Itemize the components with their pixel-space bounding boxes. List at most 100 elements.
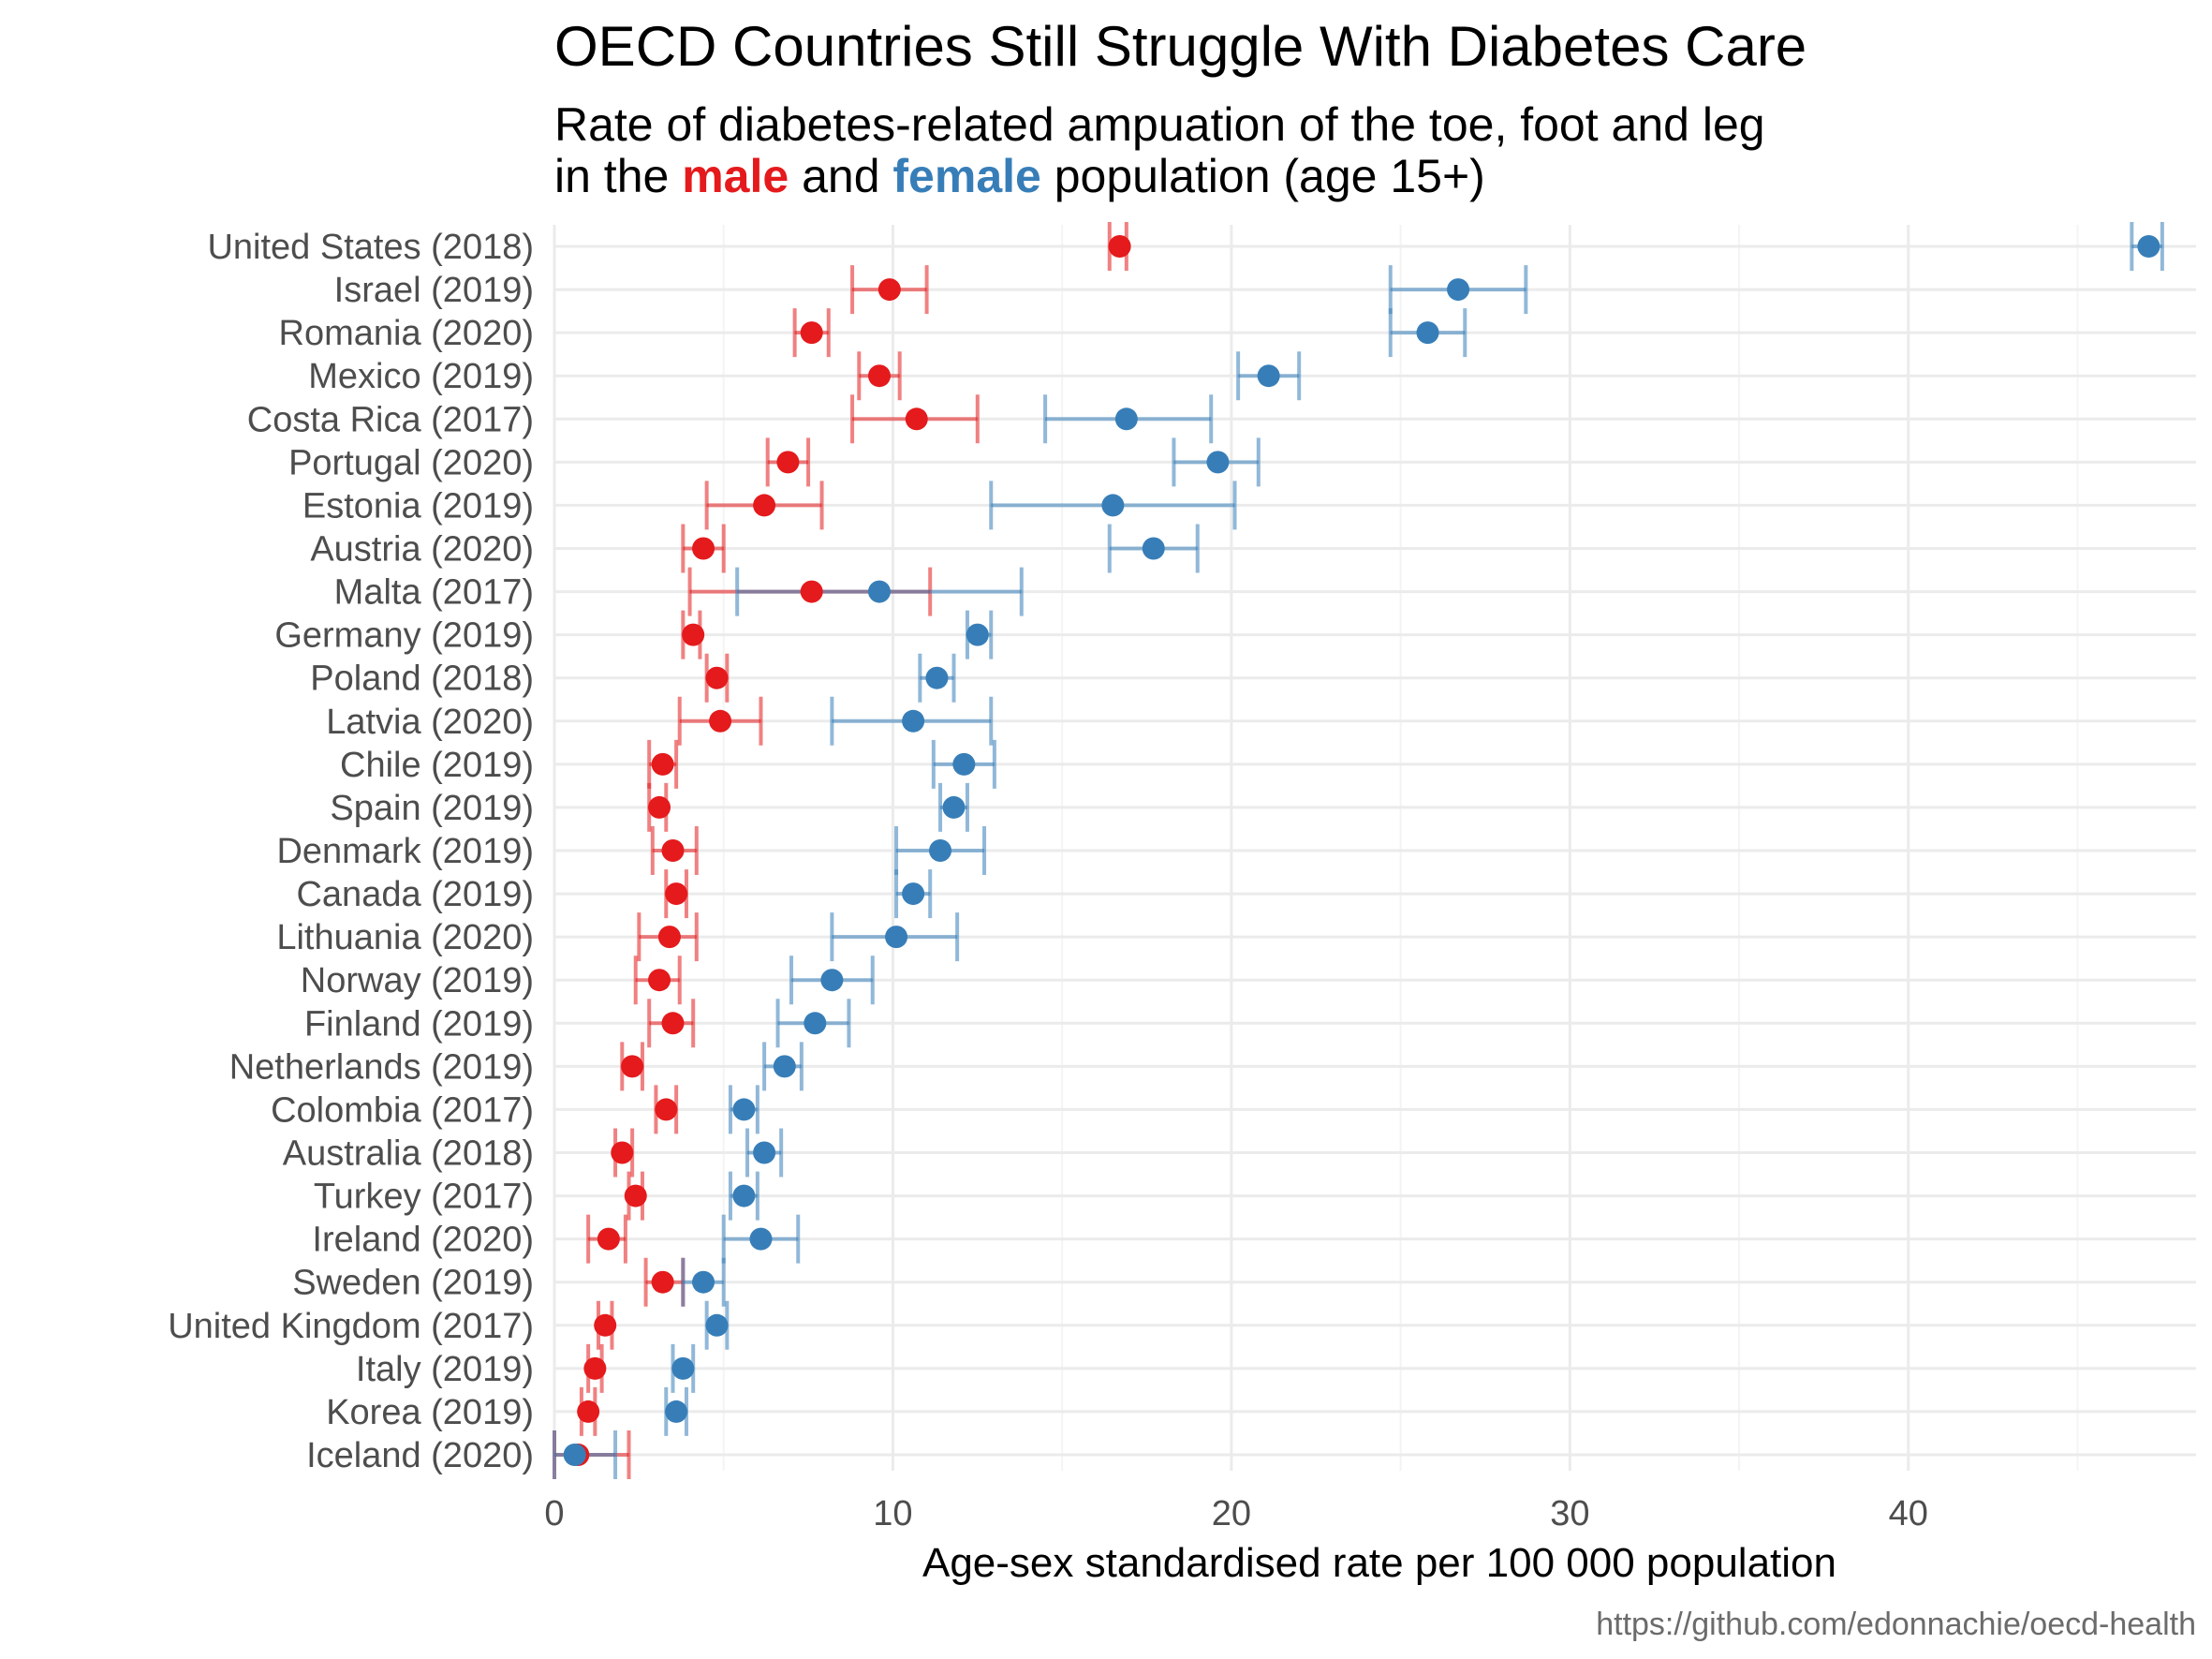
male-point	[624, 1184, 647, 1207]
y-category-label: Lithuania (2020)	[276, 918, 534, 957]
male-point	[657, 926, 681, 949]
x-tick-label: 20	[1212, 1494, 1251, 1533]
male-point	[709, 709, 732, 733]
male-point	[655, 1098, 678, 1121]
male-point	[621, 1055, 644, 1078]
y-category-label: Chile (2019)	[340, 746, 534, 785]
x-tick-label: 0	[544, 1494, 564, 1533]
female-point	[665, 1400, 688, 1423]
x-tick-label: 40	[1889, 1494, 1928, 1533]
y-category-label: Iceland (2020)	[306, 1436, 534, 1475]
y-category-label: Colombia (2017)	[271, 1090, 534, 1130]
chart-subtitle-line2: in the male and female population (age 1…	[554, 150, 1485, 202]
y-category-label: Korea (2019)	[326, 1393, 534, 1432]
female-point	[732, 1184, 756, 1207]
male-point	[597, 1227, 620, 1251]
male-point	[905, 407, 928, 431]
female-point	[563, 1444, 586, 1466]
female-point	[885, 926, 908, 949]
y-category-label: Canada (2019)	[296, 875, 534, 914]
female-point	[1447, 278, 1470, 302]
male-point	[583, 1356, 607, 1380]
y-category-label: United States (2018)	[207, 228, 534, 267]
y-category-label: Latvia (2020)	[326, 703, 534, 742]
male-point	[661, 839, 685, 862]
chart-caption: https://github.com/edonnachie/oecd-healt…	[1596, 1607, 2196, 1642]
female-point	[820, 969, 844, 992]
y-category-label: Poland (2018)	[310, 659, 534, 699]
female-point	[925, 666, 949, 689]
female-point	[952, 752, 976, 776]
y-category-label: Finland (2019)	[304, 1004, 534, 1044]
y-category-label: Ireland (2020)	[312, 1221, 534, 1260]
female-point	[966, 623, 989, 646]
female-point	[942, 795, 966, 819]
female-point	[1257, 364, 1280, 388]
chart-title: OECD Countries Still Struggle With Diabe…	[554, 15, 1806, 78]
male-point	[800, 580, 823, 603]
female-point	[705, 1313, 729, 1337]
x-axis-title: Age-sex standardised rate per 100 000 po…	[922, 1540, 1836, 1586]
y-category-label: Turkey (2017)	[314, 1178, 534, 1217]
x-tick-label: 30	[1550, 1494, 1589, 1533]
female-point	[753, 1141, 776, 1164]
male-point	[577, 1400, 600, 1423]
y-category-label: Malta (2017)	[334, 573, 534, 613]
male-point	[877, 278, 901, 302]
y-category-label: Costa Rica (2017)	[247, 400, 534, 439]
male-point	[867, 364, 891, 388]
male-point	[651, 752, 674, 776]
y-category-label: Denmark (2019)	[276, 832, 534, 871]
male-point	[800, 321, 823, 345]
male-point	[692, 537, 715, 560]
female-point	[1101, 494, 1125, 517]
y-category-label: Spain (2019)	[330, 789, 534, 828]
subtitle-mid: and	[789, 150, 892, 202]
male-point	[705, 666, 729, 689]
y-category-label: Australia (2018)	[283, 1134, 534, 1174]
female-point	[1114, 407, 1138, 431]
y-category-label: Norway (2019)	[301, 961, 534, 1000]
y-category-label: Romania (2020)	[279, 314, 534, 353]
y-category-label: Sweden (2019)	[292, 1264, 534, 1303]
female-point	[1416, 321, 1439, 345]
female-point	[902, 709, 925, 733]
y-category-label: Mexico (2019)	[308, 357, 534, 396]
female-point	[692, 1270, 715, 1294]
male-point	[648, 969, 671, 992]
plot-area: 0 10 20 30 40 United States (2018) Israel (201…	[168, 222, 2196, 1533]
female-point	[2137, 235, 2160, 258]
y-category-label: Italy (2019)	[356, 1350, 534, 1389]
x-tick-label: 10	[873, 1494, 912, 1533]
chart-subtitle-line1: Rate of diabetes-related ampuation of th…	[554, 98, 1765, 151]
y-category-label: Israel (2019)	[334, 271, 534, 310]
subtitle-male-word: male	[682, 150, 789, 202]
y-category-label: Netherlands (2019)	[229, 1047, 534, 1087]
female-point	[902, 882, 925, 906]
female-point	[671, 1356, 695, 1380]
y-category-label: Portugal (2020)	[288, 443, 534, 482]
male-point	[1108, 235, 1131, 258]
subtitle-female-word: female	[892, 150, 1040, 202]
female-point	[749, 1227, 773, 1251]
male-point	[753, 494, 776, 517]
subtitle-suffix: population (age 15+)	[1041, 150, 1485, 202]
female-point	[867, 580, 891, 603]
y-category-label: Estonia (2019)	[302, 486, 534, 526]
y-category-label: Austria (2020)	[310, 530, 534, 570]
female-point	[773, 1055, 796, 1078]
male-point	[682, 623, 705, 646]
female-point	[1142, 537, 1165, 560]
female-point	[1206, 451, 1230, 474]
male-point	[665, 882, 688, 906]
y-category-label: Germany (2019)	[274, 616, 534, 656]
subtitle-prefix: in the	[554, 150, 682, 202]
female-point	[929, 839, 952, 862]
male-point	[661, 1012, 685, 1035]
male-point	[776, 451, 800, 474]
male-point	[651, 1270, 674, 1294]
y-category-label: United Kingdom (2017)	[168, 1307, 534, 1346]
female-point	[804, 1012, 827, 1035]
male-point	[594, 1313, 617, 1337]
